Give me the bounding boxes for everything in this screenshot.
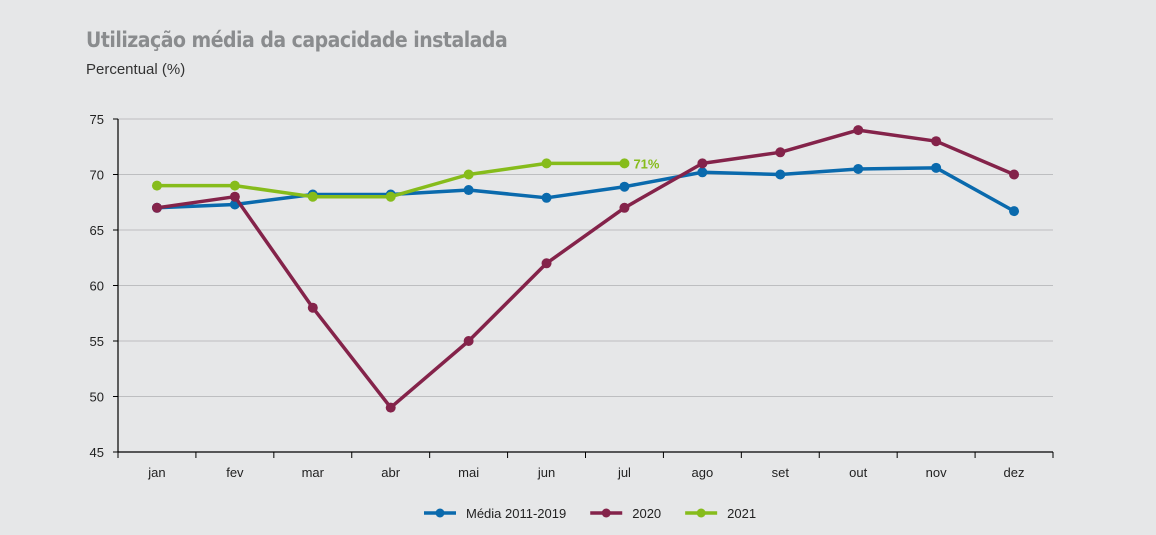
data-point bbox=[1009, 169, 1020, 180]
data-point bbox=[697, 167, 708, 178]
data-point bbox=[541, 258, 552, 269]
legend-label: 2021 bbox=[727, 506, 756, 521]
x-tick-label: jun bbox=[537, 465, 555, 480]
data-point bbox=[697, 158, 708, 169]
x-tick-label: mai bbox=[458, 465, 479, 480]
legend-marker bbox=[435, 508, 445, 518]
data-point bbox=[775, 147, 786, 158]
data-point bbox=[619, 202, 630, 213]
series-line bbox=[156, 128, 1015, 410]
y-tick-label: 65 bbox=[90, 223, 104, 238]
legend-label: Média 2011-2019 bbox=[466, 506, 566, 521]
data-point bbox=[229, 191, 240, 202]
data-point bbox=[151, 202, 162, 213]
legend-marker bbox=[696, 508, 706, 518]
x-tick-label: jul bbox=[617, 465, 631, 480]
data-point bbox=[151, 180, 162, 191]
x-tick-label: abr bbox=[381, 465, 400, 480]
data-point bbox=[931, 136, 942, 147]
data-point bbox=[307, 191, 318, 202]
x-tick-label: jan bbox=[147, 465, 165, 480]
data-point bbox=[1009, 206, 1020, 217]
data-point bbox=[385, 402, 396, 413]
y-tick-label: 75 bbox=[90, 112, 104, 127]
data-point bbox=[853, 163, 864, 174]
x-tick-label: ago bbox=[692, 465, 714, 480]
chart-title: Utilização média da capacidade instalada bbox=[86, 28, 508, 52]
y-tick-label: 55 bbox=[90, 334, 104, 349]
data-point bbox=[541, 192, 552, 203]
data-point bbox=[619, 158, 630, 169]
chart-subtitle: Percentual (%) bbox=[86, 61, 186, 78]
data-label: 71% bbox=[633, 156, 659, 171]
x-tick-label: fev bbox=[226, 465, 244, 480]
data-point bbox=[385, 191, 396, 202]
y-tick-label: 45 bbox=[90, 445, 104, 460]
data-point bbox=[463, 185, 474, 196]
y-tick-label: 60 bbox=[90, 279, 104, 294]
data-point bbox=[541, 158, 552, 169]
data-point bbox=[307, 302, 318, 313]
data-point bbox=[229, 180, 240, 191]
data-point bbox=[463, 336, 474, 346]
x-tick-label: nov bbox=[926, 465, 947, 480]
data-point bbox=[931, 162, 942, 173]
x-tick-label: dez bbox=[1004, 465, 1025, 480]
data-point bbox=[775, 169, 786, 180]
x-tick-label: set bbox=[772, 465, 790, 480]
data-point bbox=[463, 169, 474, 180]
data-point bbox=[619, 181, 630, 192]
data-point bbox=[853, 125, 864, 136]
y-tick-label: 70 bbox=[90, 168, 104, 183]
legend-marker bbox=[601, 508, 611, 518]
x-tick-label: out bbox=[849, 465, 867, 480]
legend-label: 2020 bbox=[632, 506, 661, 521]
y-tick-label: 50 bbox=[90, 390, 104, 405]
x-tick-label: mar bbox=[302, 465, 325, 480]
